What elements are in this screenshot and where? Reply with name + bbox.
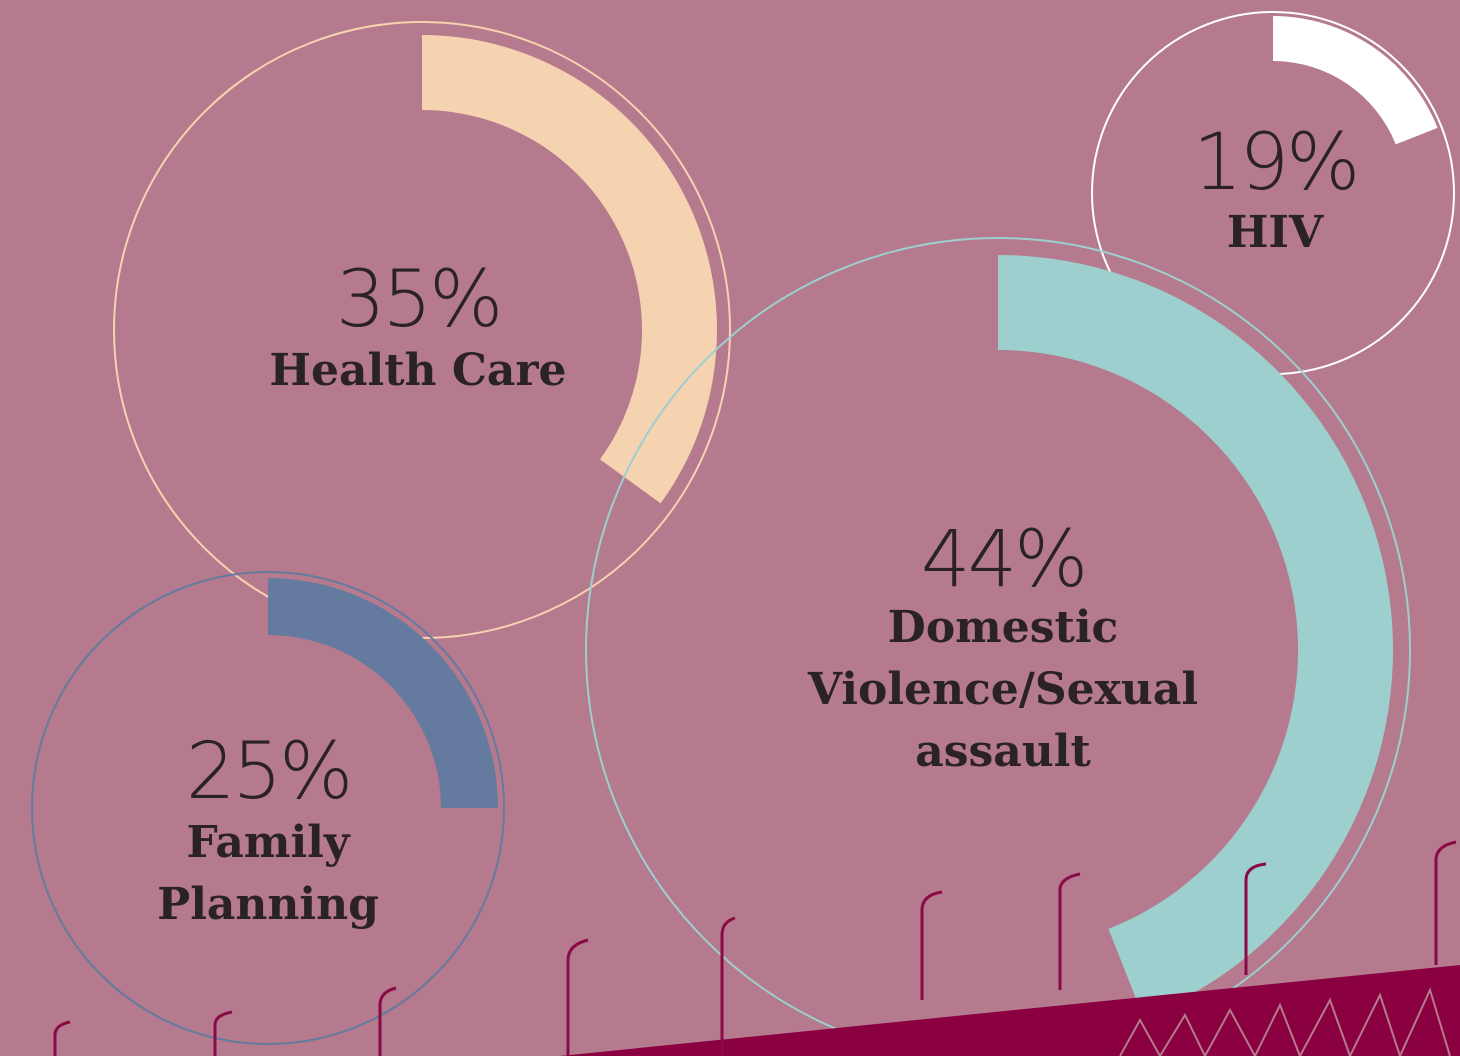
lamp-post <box>215 1012 232 1056</box>
page: (() => { const data = JSON.parse(documen… <box>0 0 1460 1056</box>
category-label: HIV <box>1175 202 1375 264</box>
lamp-post <box>55 1022 70 1056</box>
value-label: 19% <box>1193 118 1357 208</box>
lamp-post <box>722 918 735 1056</box>
value-label: 35% <box>336 255 500 345</box>
lamp-post <box>922 892 942 1000</box>
value-label: 44% <box>921 515 1085 605</box>
category-label: Domestic Violence/Sexual assault <box>793 597 1213 783</box>
lamp-post <box>1436 842 1456 965</box>
lamp-post <box>380 988 396 1056</box>
value-label: 25% <box>186 727 350 817</box>
category-label: Health Care <box>238 340 598 402</box>
category-label: Family Planning <box>138 812 398 936</box>
lamp-post <box>1060 874 1080 990</box>
lamp-post <box>568 940 588 1056</box>
